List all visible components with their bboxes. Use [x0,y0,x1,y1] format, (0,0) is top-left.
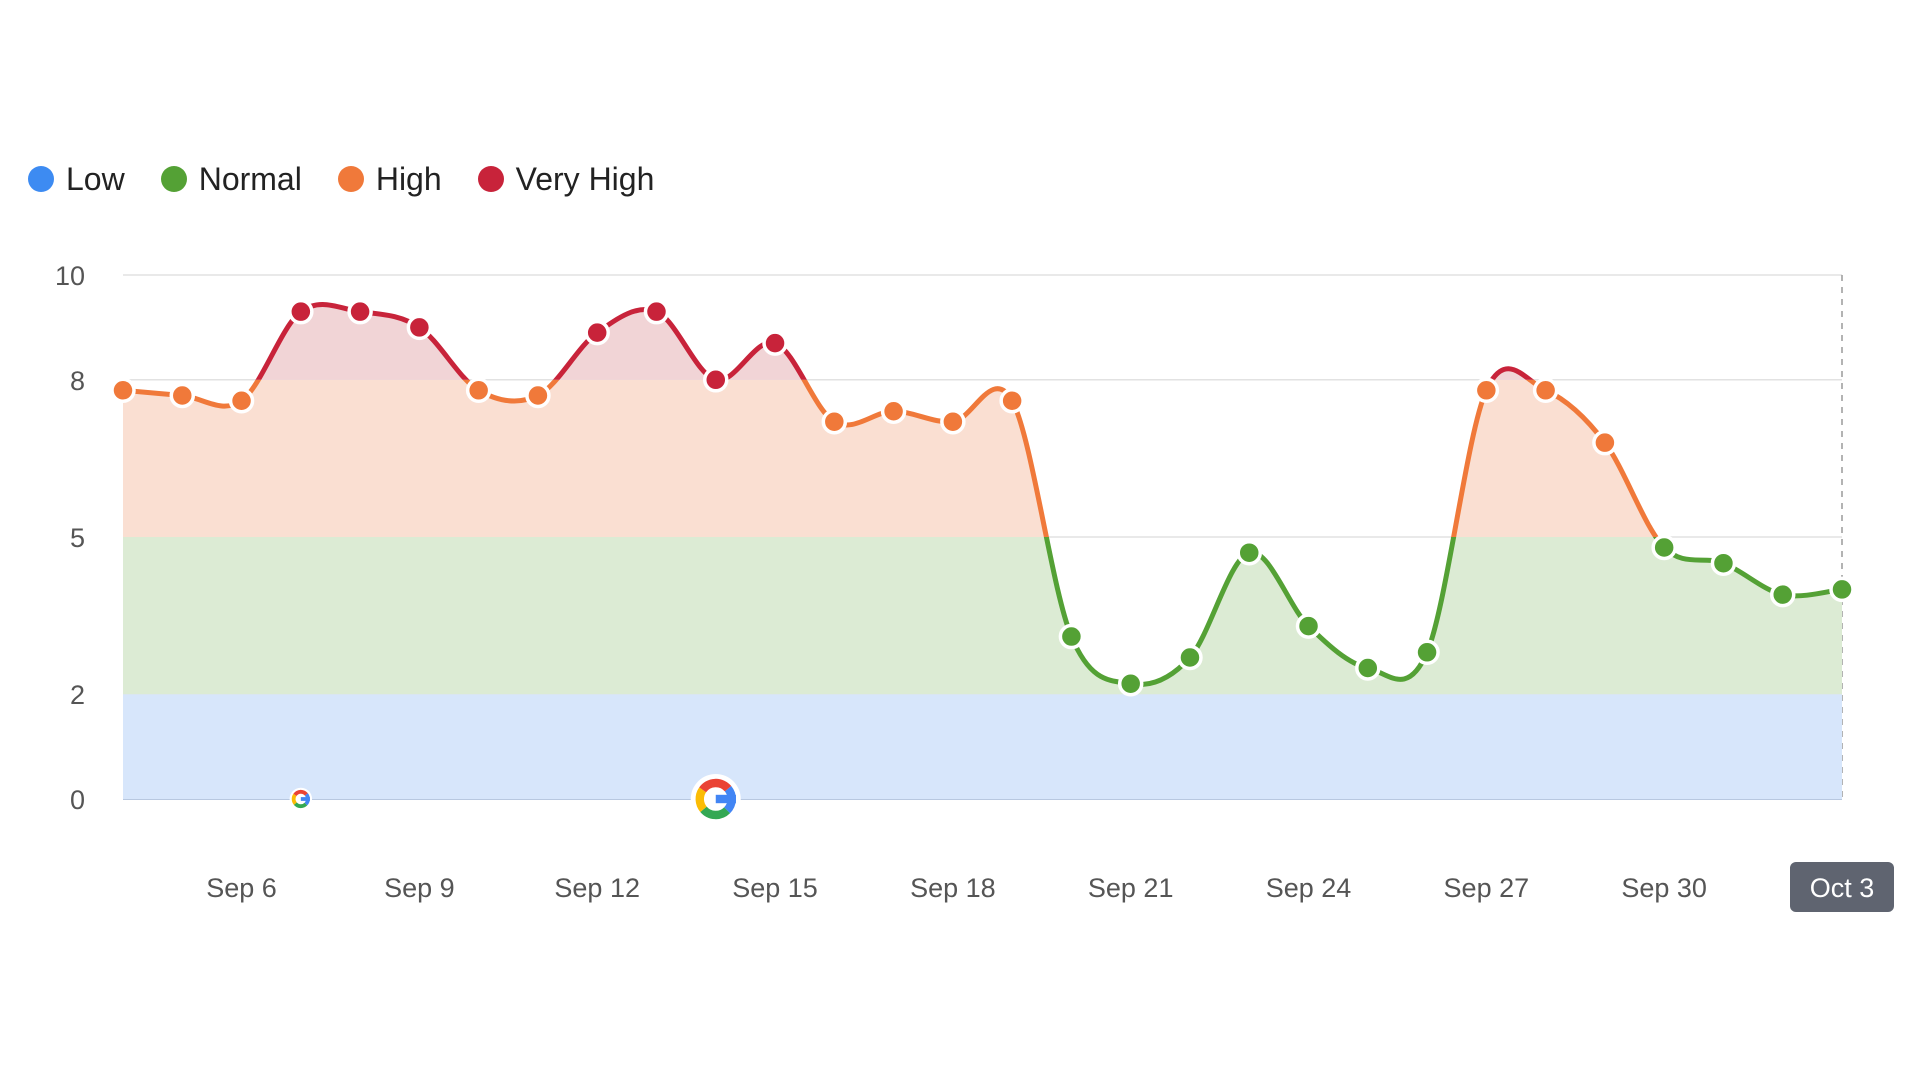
data-point [1532,377,1559,404]
google-arc-green [293,802,308,809]
data-point [228,388,255,414]
legend-label-normal: Normal [198,160,302,197]
legend-dot-high [337,166,364,192]
data-point [1651,534,1677,561]
data-point [169,382,196,409]
legend-item-low[interactable]: Low [28,161,125,198]
x-tick-highlight [1790,862,1894,912]
data-point [525,382,551,409]
data-point [940,408,966,435]
band-fill-high [123,379,1842,537]
data-point [1177,644,1203,671]
google-arc-yellow [291,793,297,805]
data-point [1236,539,1262,566]
y-tick-label: 10 [55,261,85,291]
band-fill-very-high [123,304,1842,380]
y-tick-label: 2 [70,680,85,710]
data-point [1829,576,1855,603]
data-point [762,330,788,356]
google-arc-red [293,789,308,797]
data-point [406,314,433,341]
data-point [1592,429,1618,456]
data-point [1769,581,1796,608]
legend-item-high[interactable]: High [337,160,442,198]
x-tick-label: Sep 21 [1088,873,1174,903]
y-tick-label: 0 [70,785,85,815]
google-bar [300,797,310,801]
legend-label-very-high: Very High [515,160,655,197]
y-tick-label: 5 [70,523,85,553]
y-tick-label: 8 [70,366,85,396]
google-arc-red [699,778,732,793]
data-point [1295,613,1322,639]
data-point [1414,639,1440,666]
legend-dot-low [28,166,54,192]
google-arc-green [700,806,731,820]
google-arc-yellow [695,787,707,812]
series-line-very-high [255,302,1535,380]
data-point [110,377,136,404]
data-point [821,408,848,435]
legend-dot-normal [160,166,187,192]
x-tick-label: Oct 3 [1810,873,1875,903]
x-tick-label: Sep 6 [206,873,277,903]
band-fill-normal [123,537,1842,695]
data-point [880,398,907,424]
data-point [1710,550,1737,576]
x-tick-label: Sep 27 [1444,873,1530,903]
x-tick-label: Sep 9 [384,873,455,903]
data-point [703,367,729,393]
point-layer [110,298,1855,697]
data-point [584,319,610,346]
google-icon [289,787,313,811]
x-tick-label: Sep 30 [1621,873,1707,903]
data-point [1355,655,1381,681]
legend-item-very-high[interactable]: Very High [477,160,655,198]
x-tick-label: Sep 12 [554,873,640,903]
x-tick-label: Sep 24 [1266,873,1352,903]
chart-legend: Low Normal High Very High [28,155,690,203]
area-layer [123,304,1842,799]
x-tick-label: Sep 18 [910,873,996,903]
data-point [1473,377,1500,404]
data-point [465,377,492,404]
legend-label-low: Low [66,160,125,197]
axis-layer: 0 2 5 8 10 Sep 6 Sep 9 Sep 12 Sep 15 Sep 18 Sep 21… [55,261,1894,912]
legend-dot-very-high [477,166,504,192]
data-point [288,298,314,325]
data-point [1117,670,1144,697]
band-fill-low [123,694,1842,799]
google-bar [715,794,736,804]
annotation-layer [289,774,741,824]
data-point [1058,623,1085,650]
data-point [999,388,1025,414]
google-icon [690,774,741,824]
x-tick-label: Sep 15 [732,873,818,903]
data-point [643,298,670,325]
data-point [347,298,373,325]
legend-label-high: High [375,160,442,197]
legend-item-normal[interactable]: Normal [160,160,302,198]
